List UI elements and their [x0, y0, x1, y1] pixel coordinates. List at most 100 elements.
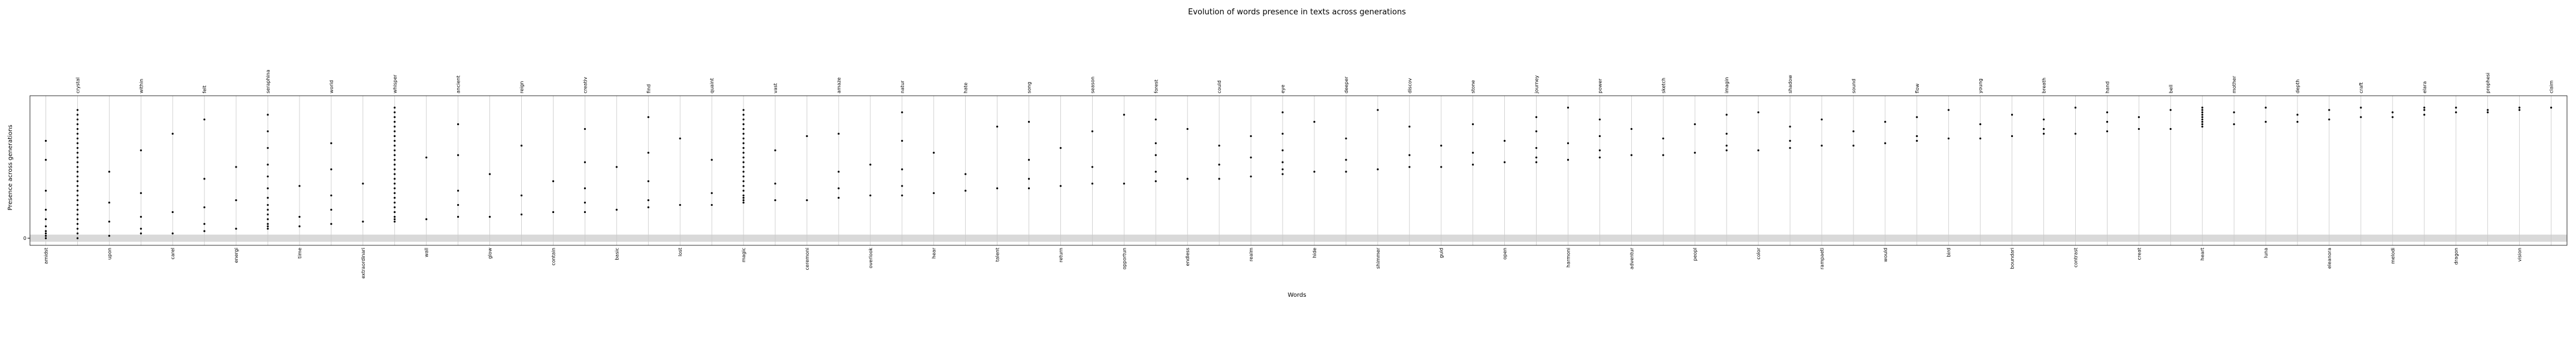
- presence-dot: [2264, 107, 2267, 109]
- presence-dot: [76, 203, 79, 206]
- presence-dot: [330, 168, 332, 171]
- presence-dot: [76, 118, 79, 121]
- presence-dot: [1694, 123, 1696, 126]
- presence-dot: [2201, 107, 2203, 109]
- presence-dot: [742, 194, 745, 197]
- x-tick-label-top: young: [1978, 78, 1984, 93]
- presence-dot: [394, 178, 396, 180]
- presence-dot: [76, 166, 79, 168]
- presence-dot: [2201, 114, 2203, 116]
- presence-dot: [1154, 154, 1157, 156]
- presence-dot: [1472, 123, 1474, 126]
- presence-dot: [2201, 121, 2203, 123]
- x-tick-label-bottom: contrast: [2073, 248, 2078, 267]
- presence-dot: [76, 227, 79, 230]
- presence-dot: [267, 227, 269, 230]
- presence-dot: [76, 171, 79, 173]
- x-tick-label-bottom: contain: [551, 248, 556, 266]
- presence-dot: [742, 156, 745, 159]
- presence-dot: [2042, 127, 2045, 130]
- presence-dot: [76, 218, 79, 220]
- presence-dot: [520, 194, 523, 197]
- presence-dot: [520, 213, 523, 216]
- presence-dot: [44, 237, 47, 239]
- presence-dot: [394, 201, 396, 204]
- x-tick-label-bottom: amidst: [43, 248, 49, 264]
- x-tick-label-top: could: [1217, 80, 1222, 93]
- presence-dot: [742, 180, 745, 182]
- presence-dot: [742, 147, 745, 149]
- x-axis-label: Words: [1288, 292, 1307, 299]
- presence-dot: [2487, 109, 2489, 111]
- presence-dot: [2169, 127, 2172, 130]
- presence-dot: [2201, 111, 2203, 114]
- presence-dot: [1535, 156, 1538, 159]
- presence-dot: [2487, 111, 2489, 114]
- presence-dot: [1091, 182, 1094, 185]
- presence-dot: [394, 182, 396, 185]
- presence-dot: [267, 114, 269, 116]
- presence-dot: [76, 123, 79, 126]
- presence-dot: [1027, 159, 1030, 161]
- presence-dot: [933, 192, 935, 194]
- x-tick-label-bottom: melodi: [2390, 248, 2396, 264]
- presence-dot: [362, 220, 364, 223]
- presence-dot: [1725, 149, 1728, 151]
- presence-dot: [1281, 111, 1284, 114]
- presence-dot: [2106, 121, 2109, 123]
- y-tick-label: 0: [23, 236, 26, 241]
- x-tick-label-bottom: shimmer: [1375, 247, 1381, 269]
- x-tick-label-top: find: [646, 84, 651, 93]
- x-tick-label-top: quaint: [709, 78, 715, 93]
- x-tick-label-bottom: open: [1502, 248, 1508, 260]
- presence-dot: [76, 237, 79, 239]
- presence-dot: [2010, 114, 2013, 116]
- x-tick-label-bottom: energi: [234, 248, 239, 263]
- presence-dot: [2201, 125, 2203, 128]
- presence-dot: [1630, 154, 1632, 156]
- presence-dot: [2233, 123, 2235, 126]
- x-tick-label-bottom: wall: [424, 248, 430, 257]
- presence-dot: [583, 161, 586, 163]
- x-tick-label-bottom: dragon: [2454, 248, 2459, 264]
- presence-dot: [76, 190, 79, 192]
- presence-dot: [2518, 109, 2521, 111]
- presence-dot: [267, 213, 269, 216]
- presence-dot: [901, 139, 903, 142]
- x-tick-label-top: ancient: [456, 75, 461, 93]
- presence-dot: [457, 190, 459, 192]
- x-tick-label-bottom: overlook: [868, 248, 873, 269]
- x-tick-label-top: hand: [2105, 81, 2110, 93]
- presence-dot: [774, 149, 776, 151]
- x-tick-label-top: sketch: [1661, 78, 1666, 93]
- presence-dot: [76, 151, 79, 154]
- presence-dot: [394, 135, 396, 138]
- presence-dot: [425, 218, 428, 220]
- presence-dot: [394, 220, 396, 223]
- x-tick-label-bottom: vision: [2517, 248, 2523, 261]
- presence-dot: [742, 123, 745, 126]
- presence-dot: [742, 199, 745, 202]
- x-tick-label-bottom: color: [1756, 247, 1761, 259]
- x-tick-label-bottom: guid: [1439, 248, 1444, 258]
- presence-dot: [1218, 144, 1220, 147]
- presence-dot: [1789, 125, 1791, 128]
- presence-dot: [742, 197, 745, 199]
- presence-dot: [457, 154, 459, 156]
- presence-dot: [1757, 111, 1759, 114]
- presence-dot: [2106, 130, 2109, 133]
- presence-dot: [996, 125, 999, 128]
- presence-dot: [2074, 107, 2077, 109]
- x-tick-label-bottom: carel: [170, 248, 176, 260]
- presence-dot: [140, 227, 142, 230]
- presence-dot: [394, 130, 396, 133]
- presence-dot: [1789, 139, 1791, 142]
- x-tick-label-bottom: eleanora: [2327, 248, 2332, 269]
- presence-dot: [394, 215, 396, 218]
- presence-dot: [140, 232, 142, 235]
- presence-dot: [235, 227, 237, 230]
- presence-dot: [1408, 154, 1411, 156]
- presence-dot: [869, 194, 872, 197]
- x-tick-label-bottom: rampaeti: [1819, 248, 1825, 269]
